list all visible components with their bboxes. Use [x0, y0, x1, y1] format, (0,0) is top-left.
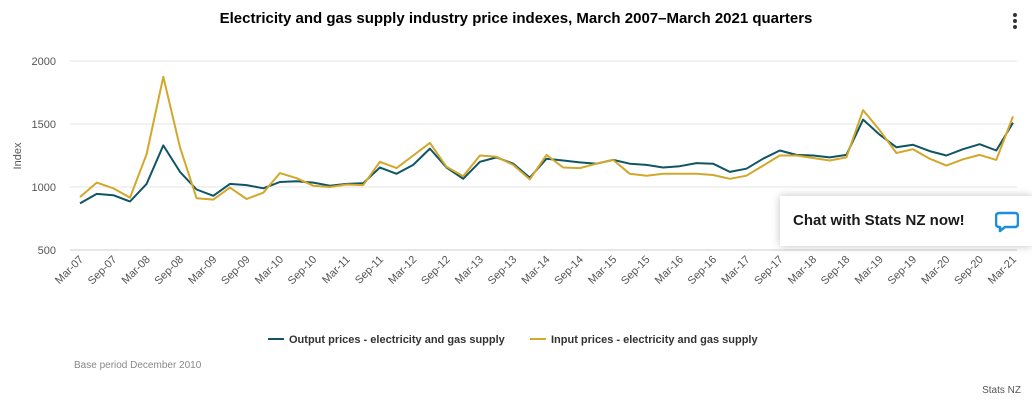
x-tick-label: Mar-10 — [253, 254, 286, 287]
legend-label: Input prices - electricity and gas suppl… — [551, 334, 758, 346]
y-tick-label: 1000 — [32, 182, 56, 194]
chat-label: Chat with Stats NZ now! — [793, 212, 965, 229]
x-tick-label: Sep-15 — [619, 254, 653, 288]
y-axis-ticks: 500 1000 1500 2000 — [32, 56, 56, 257]
x-tick-label: Mar-09 — [186, 254, 219, 287]
x-tick-label: Mar-07 — [53, 254, 86, 287]
x-tick-label: Sep-18 — [819, 254, 853, 288]
series-line-input — [79, 75, 1014, 201]
x-tick-label: Sep-17 — [752, 254, 786, 288]
y-tick-label: 500 — [38, 245, 56, 257]
x-tick-label: Mar-17 — [719, 254, 752, 287]
x-axis-ticks: Mar-07 Sep-07 Mar-08 Sep-08 Mar-09 Sep-09 Mar-… — [53, 254, 1019, 288]
x-tick-label: Mar-18 — [786, 254, 819, 287]
legend-item-input[interactable]: Input prices - electricity and gas suppl… — [530, 334, 758, 346]
legend-label: Output prices - electricity and gas supp… — [289, 334, 506, 346]
series-line-output — [79, 118, 1014, 205]
x-tick-label: Mar-16 — [653, 254, 686, 287]
x-tick-label: Mar-14 — [519, 254, 552, 287]
x-tick-label: Sep-09 — [219, 254, 253, 288]
x-tick-label: Sep-16 — [686, 254, 720, 288]
x-tick-label: Sep-19 — [886, 254, 920, 288]
y-tick-label: 1500 — [32, 119, 56, 131]
y-axis-label: Index — [12, 142, 24, 169]
chat-bubble-icon — [995, 211, 1019, 233]
x-tick-label: Mar-12 — [386, 254, 419, 287]
x-tick-label: Sep-12 — [419, 254, 453, 288]
source-credit: Stats NZ — [982, 385, 1021, 396]
series-lines — [79, 75, 1014, 205]
x-tick-label: Sep-14 — [552, 254, 586, 288]
x-tick-label: Mar-19 — [853, 254, 886, 287]
base-period-note: Base period December 2010 — [74, 360, 202, 371]
chart-menu-button[interactable] — [1008, 12, 1022, 34]
legend: Output prices - electricity and gas supp… — [268, 334, 758, 346]
chat-widget-button[interactable]: Chat with Stats NZ now! — [780, 196, 1032, 246]
x-tick-label: Sep-13 — [486, 254, 520, 288]
x-tick-label: Mar-13 — [453, 254, 486, 287]
x-tick-label: Sep-07 — [86, 254, 120, 288]
x-tick-label: Mar-08 — [120, 254, 153, 287]
x-tick-label: Mar-20 — [919, 254, 952, 287]
x-tick-label: Sep-11 — [353, 254, 386, 287]
x-tick-label: Mar-21 — [986, 254, 1019, 287]
legend-item-output[interactable]: Output prices - electricity and gas supp… — [268, 334, 506, 346]
more-vertical-icon — [1013, 13, 1017, 29]
x-tick-label: Mar-15 — [586, 254, 619, 287]
chart-title: Electricity and gas supply industry pric… — [219, 10, 813, 27]
x-tick-label: Sep-10 — [286, 254, 320, 288]
x-tick-label: Sep-08 — [153, 254, 187, 288]
y-tick-label: 2000 — [32, 56, 56, 68]
x-tick-label: Sep-20 — [952, 254, 986, 288]
x-tick-label: Mar-11 — [320, 254, 353, 287]
